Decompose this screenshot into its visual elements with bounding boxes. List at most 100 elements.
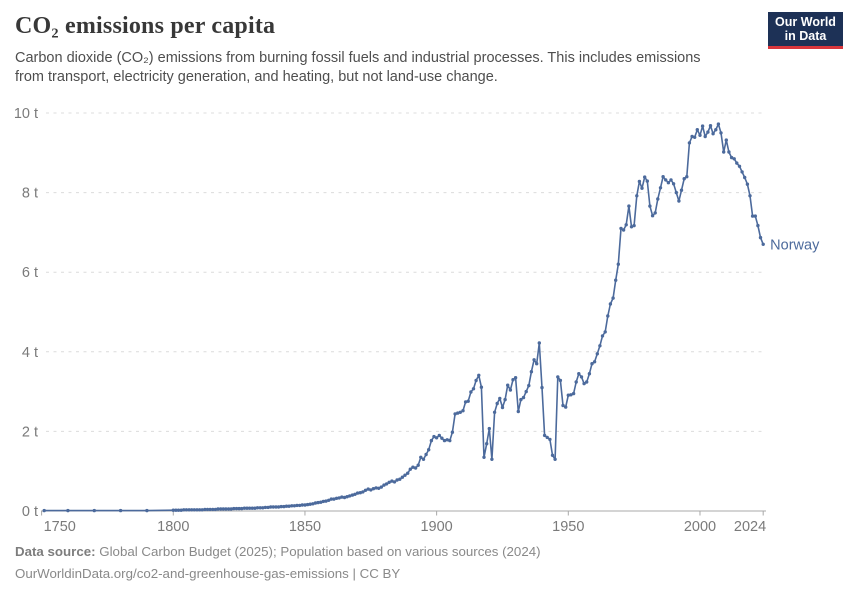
data-point [727,150,731,154]
data-point [179,508,183,512]
data-point [579,375,584,379]
logo-line2: in Data [784,29,827,43]
x-tick-label: 1750 [44,519,76,535]
data-point [716,122,721,126]
data-point [708,124,713,128]
data-point [556,375,560,379]
data-point [521,395,526,400]
data-point [637,179,642,184]
data-point [416,463,420,467]
data-point [495,401,499,406]
y-tick-label: 10 t [14,106,38,122]
data-point [216,507,220,511]
data-point [469,390,473,394]
data-point [693,135,697,139]
data-point [255,506,260,510]
data-point [653,211,657,215]
data-point [226,507,231,511]
data-point [448,438,452,443]
x-tick-label: 2024 [734,519,766,535]
data-point [382,483,386,487]
data-point [398,477,402,481]
data-point [221,507,225,511]
data-point [363,488,368,492]
data-point [232,506,236,511]
data-point [740,170,744,174]
data-point [690,134,694,139]
data-point [619,226,623,231]
data-point [342,495,347,500]
data-point [650,214,655,218]
data-point [471,387,476,391]
data-point [479,385,484,389]
data-point [208,507,212,512]
data-point [729,155,734,160]
data-point [722,150,726,154]
x-tick-label: 1850 [289,519,321,535]
data-point [458,410,462,414]
data-point [600,334,605,338]
data-point [485,442,489,446]
data-point [592,360,597,364]
data-point [213,507,218,512]
data-point [732,157,736,161]
data-point [334,496,339,500]
data-point [437,433,441,438]
data-point [456,411,460,415]
data-point [258,506,262,510]
y-tick-label: 0 t [22,504,38,520]
data-point [463,400,468,404]
x-tick-label: 1900 [420,519,452,535]
data-point [529,370,534,374]
series-label-norway[interactable]: Norway [770,237,820,253]
data-point [603,330,607,334]
y-tick-label: 2 t [22,424,38,440]
data-point [519,397,523,402]
data-point [421,457,426,461]
data-point [719,131,723,135]
footer-link-line[interactable]: OurWorldinData.org/co2-and-greenhouse-ga… [15,566,401,581]
data-point [679,188,684,192]
data-point [550,453,555,457]
data-point [540,385,544,390]
data-point [527,383,531,388]
data-point [200,508,204,512]
data-point [564,405,568,409]
data-point [598,344,602,348]
data-point [427,448,431,452]
data-point [453,412,457,416]
data-point [714,128,718,132]
data-point [434,436,439,440]
data-point [292,504,297,508]
line-chart[interactable]: 0 t 2 t 4 t 6 t 8 t 10 t 1750 1800 1850 1900 1950 2… [0,95,850,543]
data-point [561,403,565,408]
data-point [408,467,412,471]
data-point [566,393,570,397]
data-point [711,132,715,136]
data-point [606,314,610,318]
data-point [587,372,592,376]
data-point [664,178,668,182]
data-point [219,507,223,511]
y-tick-label: 6 t [22,265,38,281]
data-point [477,373,481,377]
data-point [295,503,299,508]
data-point [300,503,304,507]
data-point [348,494,352,498]
data-point [118,508,123,513]
data-point [466,399,470,403]
data-point [321,499,326,504]
data-point [682,177,686,181]
data-point [261,506,265,510]
data-point [648,204,652,208]
owid-logo[interactable]: Our World in Data [768,12,843,49]
data-point [671,182,676,186]
data-point [353,492,357,496]
data-point [450,430,455,434]
data-point [371,487,376,491]
data-point [658,186,663,190]
data-point [535,362,539,366]
data-point [171,508,175,512]
data-point [229,507,233,511]
data-point [284,504,289,508]
